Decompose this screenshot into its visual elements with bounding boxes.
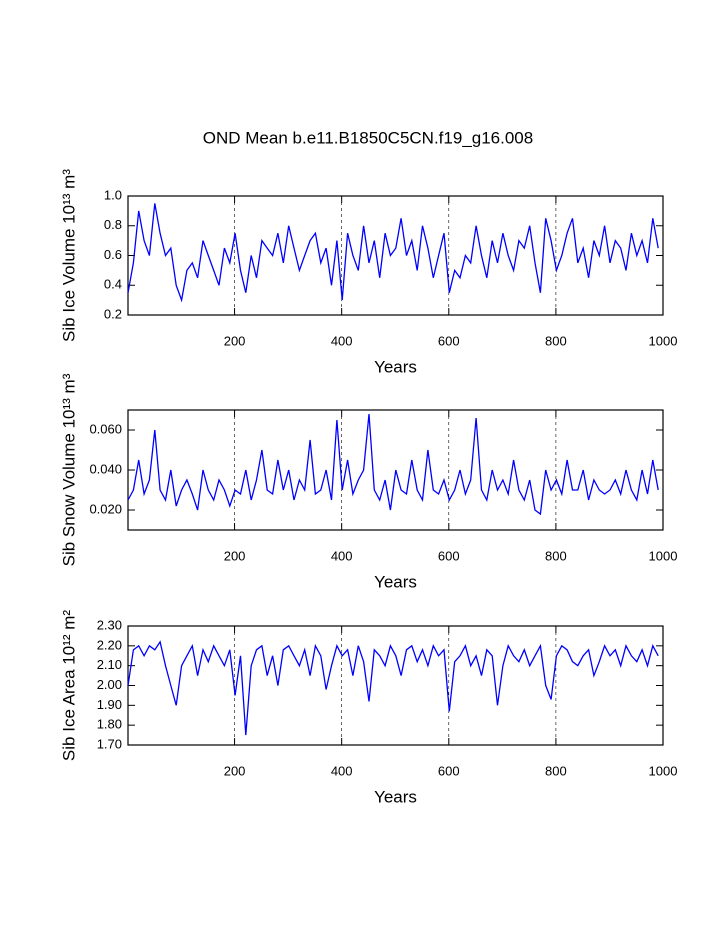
plot-frame	[127, 195, 664, 316]
y-tick-label: 2.00	[97, 677, 122, 692]
chart-title: OND Mean b.e11.B1850C5CN.f19_g16.008	[203, 128, 533, 147]
x-tick-label: 800	[545, 333, 567, 348]
y-tick-label: 0.6	[104, 247, 122, 262]
y-tick-label: 1.90	[97, 697, 122, 712]
line-series	[127, 640, 659, 736]
x-tick-label: 600	[438, 763, 460, 778]
x-axis-label: Years	[374, 787, 417, 806]
y-tick-label: 2.20	[97, 637, 122, 652]
y-tick-label: 0.040	[89, 461, 122, 476]
plot-frame	[127, 625, 664, 746]
y-tick-label: 1.70	[97, 736, 122, 751]
x-tick-label: 800	[545, 763, 567, 778]
line-series	[127, 413, 659, 516]
y-axis-label: Sib Ice Area 10¹² m²	[59, 610, 78, 762]
y-tick-label: 0.2	[104, 306, 122, 321]
x-tick-label: 600	[438, 548, 460, 563]
x-tick-label: 400	[331, 548, 353, 563]
x-tick-label: 200	[224, 333, 246, 348]
y-tick-label: 1.80	[97, 717, 122, 732]
x-tick-label: 1000	[649, 548, 678, 563]
y-tick-label: 0.060	[89, 421, 122, 436]
y-tick-label: 0.8	[104, 217, 122, 232]
line-series	[127, 203, 659, 303]
y-axis-label: Sib Snow Volume 10¹³ m³	[59, 373, 78, 566]
y-tick-label: 1.0	[104, 187, 122, 202]
x-tick-label: 200	[224, 763, 246, 778]
x-tick-label: 400	[331, 763, 353, 778]
x-tick-label: 1000	[649, 333, 678, 348]
x-tick-label: 1000	[649, 763, 678, 778]
x-tick-label: 800	[545, 548, 567, 563]
y-tick-label: 0.020	[89, 501, 122, 516]
x-tick-label: 600	[438, 333, 460, 348]
x-tick-label: 200	[224, 548, 246, 563]
plot-frame	[127, 409, 664, 531]
y-tick-label: 2.10	[97, 657, 122, 672]
y-tick-label: 2.30	[97, 617, 122, 632]
y-tick-label: 0.4	[104, 277, 122, 292]
x-axis-label: Years	[374, 572, 417, 591]
y-axis-label: Sib Ice Volume 10¹³ m³	[59, 169, 78, 342]
x-axis-label: Years	[374, 357, 417, 376]
x-tick-label: 400	[331, 333, 353, 348]
